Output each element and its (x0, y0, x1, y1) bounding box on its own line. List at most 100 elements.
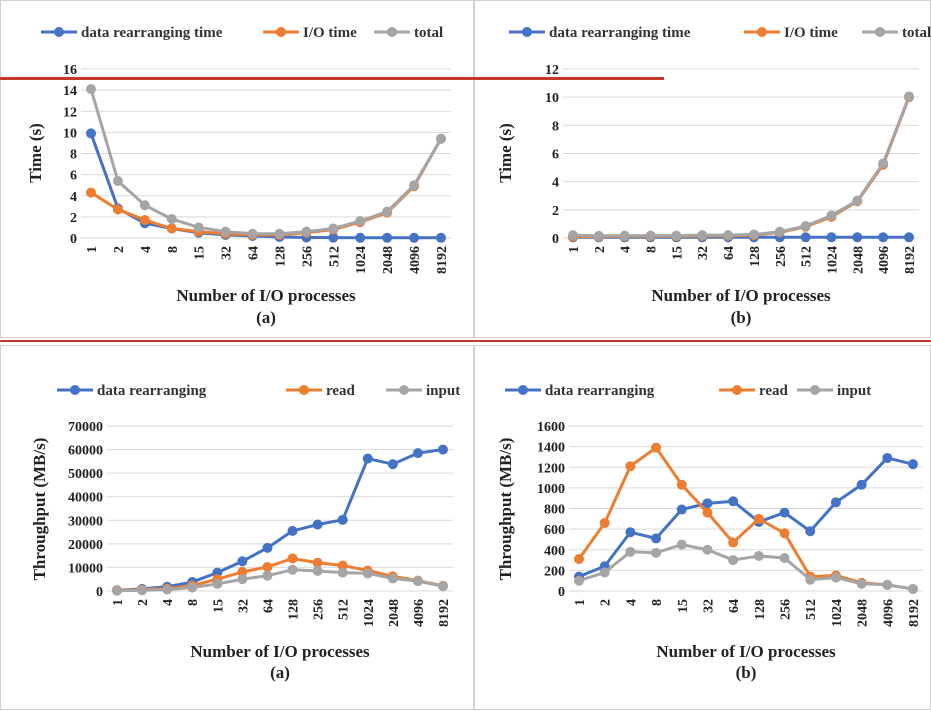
x-tick-label: 1 (111, 599, 126, 606)
data-point (779, 528, 790, 539)
data-point (362, 453, 373, 464)
y-tick-label: 0 (96, 585, 103, 600)
legend-marker (299, 385, 309, 395)
chart-panel-time-a: 0 2 4 6 8 10 12 14 16 1 2 4 8 15 32 64 128 256 512 1024 2048… (0, 0, 474, 338)
data-point (779, 507, 790, 518)
data-point (247, 228, 258, 239)
y-tick-label: 1200 (537, 461, 565, 476)
data-point (112, 585, 122, 596)
data-point (625, 461, 636, 472)
x-tick-label: 4 (139, 246, 154, 253)
x-tick-label: 32 (696, 246, 711, 260)
x-tick-label: 4 (624, 599, 639, 606)
x-tick-label: 8 (650, 599, 665, 606)
y-tick-label: 0 (558, 585, 565, 600)
data-point (112, 204, 123, 215)
data-point (599, 517, 610, 528)
data-point (852, 195, 863, 206)
legend-label: data rearranging (97, 383, 207, 399)
chart-svg: 0 10000 20000 30000 40000 50000 60000 70000 1 2 4 8… (30, 383, 460, 682)
x-tick-label: 4 (161, 599, 176, 606)
y-tick-label: 12 (545, 63, 559, 78)
legend-label: data rearranging (545, 383, 655, 399)
data-point (274, 228, 285, 239)
x-tick-label: 2 (593, 246, 608, 253)
data-point (436, 232, 446, 243)
data-point (826, 210, 837, 221)
data-point (312, 519, 323, 530)
data-point (676, 539, 687, 550)
legend-marker (70, 385, 80, 395)
x-tick-label: 512 (327, 246, 342, 267)
data-point (619, 230, 630, 241)
data-point (625, 546, 636, 557)
data-point (676, 479, 687, 490)
legend-marker (276, 27, 286, 37)
y-axis-label: Time (s) (26, 123, 45, 183)
data-point (697, 230, 708, 241)
x-tick-label: 4 (619, 246, 634, 253)
x-tick-label: 2048 (387, 599, 402, 627)
chart-svg: 0 200 400 600 800 1000 1200 1400 1600 1 2 4 8 15 32 64 1… (496, 383, 923, 682)
x-tick-label: 1024 (830, 599, 845, 627)
y-tick-label: 10 (63, 126, 77, 141)
data-point (908, 583, 918, 594)
y-tick-label: 10000 (68, 561, 103, 576)
data-point (800, 232, 811, 243)
data-point (651, 547, 662, 558)
y-tick-label: 6 (70, 169, 77, 184)
y-tick-label: 4 (552, 176, 559, 191)
data-point (574, 554, 584, 565)
y-tick-label: 70000 (68, 420, 103, 435)
legend-label: total (902, 25, 931, 41)
data-point (702, 507, 713, 518)
data-point (312, 557, 323, 568)
x-tick-label: 256 (312, 599, 327, 620)
data-point (645, 230, 656, 241)
x-tick-label: 4096 (412, 599, 427, 627)
x-tick-label: 4096 (408, 246, 423, 274)
y-tick-label: 60000 (68, 444, 103, 459)
legend-label: read (326, 383, 356, 399)
data-point (436, 133, 446, 144)
legend-marker (54, 27, 64, 37)
x-tick-label: 8192 (907, 599, 922, 627)
data-point (748, 229, 759, 240)
data-point (287, 564, 298, 575)
panel-label: (a) (256, 308, 276, 327)
x-tick-label: 1024 (354, 246, 369, 274)
data-point (805, 526, 816, 537)
data-point (362, 568, 373, 579)
data-point (382, 206, 393, 217)
legend-marker (387, 27, 397, 37)
data-point (904, 232, 914, 243)
data-point (856, 578, 867, 589)
data-point (337, 514, 348, 525)
data-point (187, 582, 198, 593)
data-point (237, 556, 248, 567)
y-tick-label: 0 (70, 232, 77, 247)
data-point (753, 550, 764, 561)
legend-marker (875, 27, 885, 37)
data-point (753, 513, 764, 524)
data-point (882, 579, 893, 590)
x-tick-label: 128 (753, 599, 768, 620)
x-tick-label: 1 (567, 246, 582, 253)
x-tick-label: 256 (300, 246, 315, 267)
x-axis-label: Number of I/O processes (656, 642, 836, 661)
data-point (774, 226, 785, 237)
x-axis-label: Number of I/O processes (176, 286, 356, 305)
x-tick-label: 8192 (437, 599, 452, 627)
data-point (852, 232, 863, 243)
data-point (728, 537, 739, 548)
y-tick-label: 1600 (537, 420, 565, 435)
legend-label: read (759, 383, 789, 399)
x-tick-label: 128 (273, 246, 288, 267)
data-point (86, 128, 96, 139)
x-tick-label: 128 (748, 246, 763, 267)
x-tick-label: 2 (599, 599, 614, 606)
x-tick-label: 2 (112, 246, 127, 253)
data-point (193, 222, 204, 233)
